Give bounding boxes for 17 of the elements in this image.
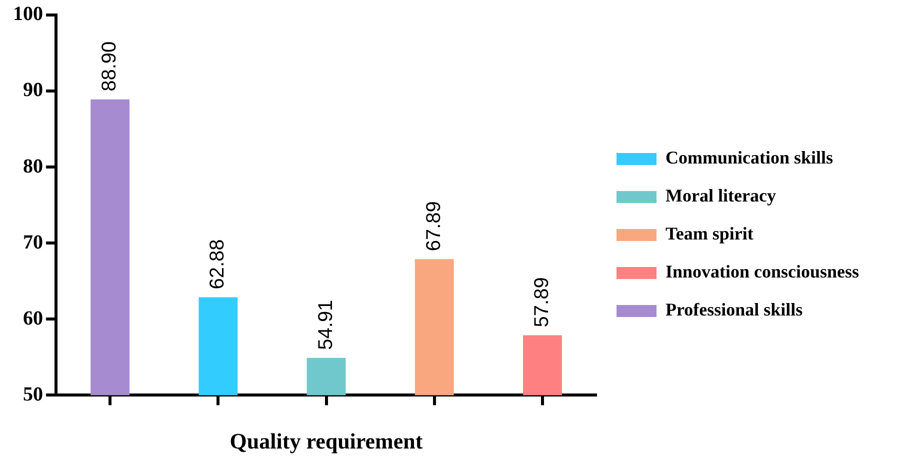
y-tick-label: 50 bbox=[23, 383, 43, 406]
data-label: 57.89 bbox=[530, 277, 553, 328]
data-label: 67.89 bbox=[422, 201, 445, 252]
data-label: 62.88 bbox=[206, 239, 229, 290]
data-label: 88.90 bbox=[98, 41, 121, 92]
y-tick-label: 100 bbox=[13, 3, 43, 26]
y-tick-label: 90 bbox=[23, 79, 43, 102]
data-label: 54.91 bbox=[314, 300, 337, 350]
y-tick-label: 60 bbox=[23, 307, 43, 330]
legend-label: Professional skills bbox=[666, 300, 803, 320]
legend-label: Communication skills bbox=[666, 148, 834, 168]
y-tick-label: 70 bbox=[23, 231, 43, 254]
legend-label: Team spirit bbox=[666, 224, 754, 244]
y-tick-label: 80 bbox=[23, 155, 43, 178]
legend-label: Innovation consciousness bbox=[666, 262, 860, 282]
legend-label: Moral literacy bbox=[666, 186, 776, 206]
x-axis-title: Quality requirement bbox=[230, 428, 424, 454]
